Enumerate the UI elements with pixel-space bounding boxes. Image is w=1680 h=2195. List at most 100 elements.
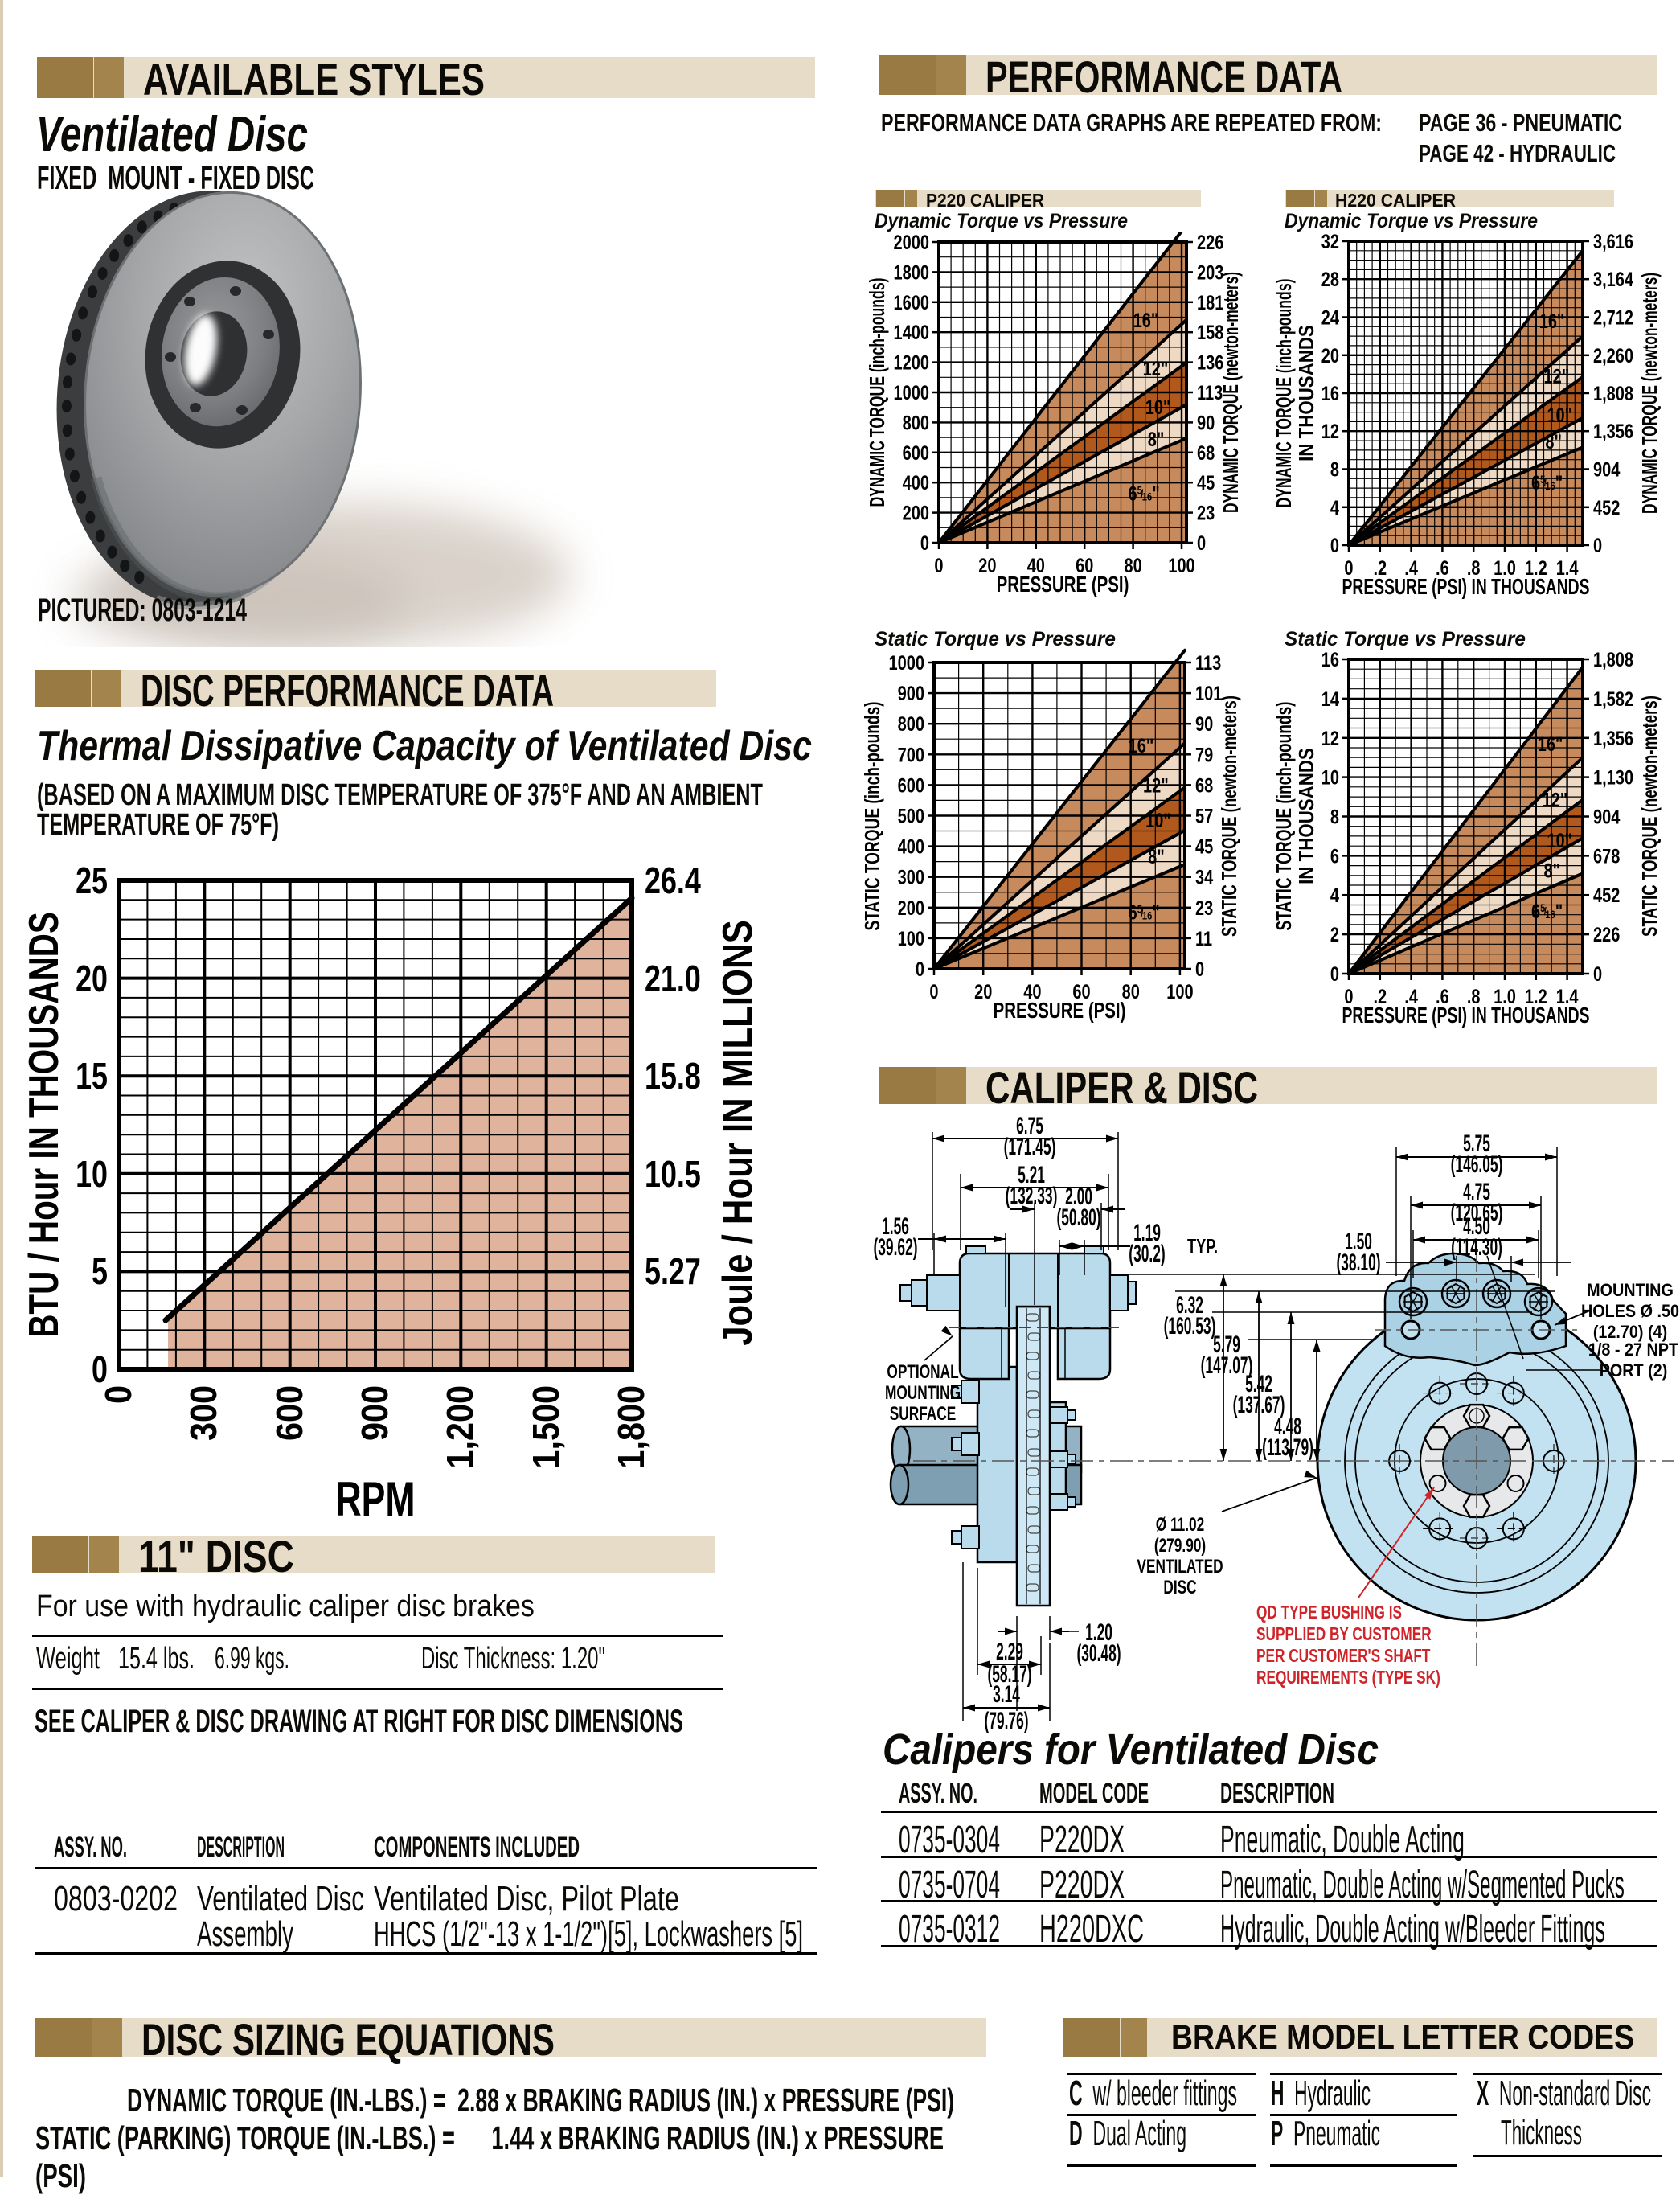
svg-text:(137.67): (137.67) — [1233, 1392, 1285, 1418]
svg-text:1600: 1600 — [894, 292, 929, 314]
svg-text:113: 113 — [1195, 652, 1221, 675]
svg-text:1,130: 1,130 — [1593, 767, 1633, 790]
svg-text:20: 20 — [974, 981, 992, 1003]
svg-text:45: 45 — [1197, 472, 1215, 494]
svg-text:900: 900 — [898, 683, 924, 705]
svg-text:1,356: 1,356 — [1593, 728, 1633, 750]
svg-text:5.27: 5.27 — [645, 1251, 701, 1292]
svg-text:REQUIREMENTS (TYPE SK): REQUIREMENTS (TYPE SK) — [1256, 1668, 1440, 1688]
svg-text:1,808: 1,808 — [1593, 649, 1633, 671]
svg-text:(113.79): (113.79) — [1262, 1434, 1313, 1461]
svg-text:1.20: 1.20 — [1085, 1619, 1112, 1646]
svg-text:300: 300 — [898, 867, 924, 889]
svg-text:200: 200 — [898, 897, 924, 920]
svg-text:24: 24 — [1321, 306, 1340, 329]
svg-text:0: 0 — [1197, 532, 1206, 555]
svg-text:1,500: 1,500 — [526, 1385, 568, 1469]
svg-text:1,200: 1,200 — [440, 1385, 481, 1469]
svg-text:12": 12" — [1143, 774, 1169, 797]
svg-text:34: 34 — [1195, 867, 1214, 889]
svg-text:Joule / Hour IN MILLIONS: Joule / Hour IN MILLIONS — [715, 920, 761, 1346]
svg-text:1.19: 1.19 — [1133, 1220, 1161, 1246]
svg-text:21.0: 21.0 — [645, 958, 701, 999]
svg-text:1.4: 1.4 — [1556, 557, 1579, 580]
svg-text:226: 226 — [1197, 232, 1223, 254]
svg-text:(146.05): (146.05) — [1451, 1151, 1503, 1178]
svg-text:2000: 2000 — [894, 232, 929, 254]
svg-text:(171.45): (171.45) — [1004, 1134, 1056, 1160]
svg-text:16": 16" — [1129, 735, 1154, 757]
svg-text:0: 0 — [934, 555, 943, 577]
svg-text:PRESSURE (PSI): PRESSURE (PSI) — [994, 999, 1126, 1024]
svg-text:700: 700 — [898, 744, 924, 766]
svg-text:Ø 11.02: Ø 11.02 — [1156, 1514, 1205, 1535]
svg-text:IN THOUSANDS: IN THOUSANDS — [1295, 325, 1318, 462]
svg-text:0: 0 — [1344, 557, 1353, 580]
svg-text:8": 8" — [1545, 431, 1562, 453]
svg-text:5.42: 5.42 — [1245, 1371, 1272, 1397]
svg-text:DYNAMIC TORQUE (newton-meters): DYNAMIC TORQUE (newton-meters) — [1637, 273, 1661, 514]
svg-text:0: 0 — [1330, 963, 1339, 986]
svg-text:.2: .2 — [1373, 986, 1387, 1008]
svg-text:4: 4 — [1330, 884, 1339, 907]
svg-text:SUPPLIED BY CUSTOMER: SUPPLIED BY CUSTOMER — [1256, 1625, 1432, 1645]
svg-text:20: 20 — [76, 958, 108, 999]
svg-text:8": 8" — [1148, 429, 1165, 451]
svg-text:.4: .4 — [1404, 557, 1418, 580]
svg-text:STATIC TORQUE (newton-meters): STATIC TORQUE (newton-meters) — [1638, 695, 1662, 937]
svg-text:8: 8 — [1330, 458, 1339, 481]
svg-text:14: 14 — [1321, 688, 1340, 711]
svg-text:RPM: RPM — [335, 1473, 415, 1527]
svg-text:0: 0 — [1195, 958, 1204, 981]
svg-text:400: 400 — [898, 836, 924, 859]
svg-text:101: 101 — [1195, 683, 1222, 705]
svg-text:904: 904 — [1593, 806, 1621, 828]
svg-text:23: 23 — [1195, 897, 1213, 920]
svg-text:23: 23 — [1197, 503, 1215, 525]
svg-text:500: 500 — [898, 805, 924, 827]
svg-text:MOUNTING: MOUNTING — [885, 1382, 961, 1403]
svg-text:5.75: 5.75 — [1463, 1130, 1490, 1157]
svg-text:MOUNTING: MOUNTING — [1587, 1281, 1674, 1300]
svg-text:10": 10" — [1145, 810, 1171, 832]
svg-text:136: 136 — [1197, 352, 1223, 375]
svg-text:0: 0 — [920, 532, 929, 555]
svg-text:5.21: 5.21 — [1018, 1162, 1045, 1188]
svg-text:.8: .8 — [1467, 986, 1481, 1008]
svg-text:200: 200 — [903, 503, 929, 525]
svg-text:800: 800 — [903, 412, 929, 434]
svg-text:452: 452 — [1593, 497, 1620, 519]
svg-text:40: 40 — [1027, 555, 1045, 577]
svg-text:(38.10): (38.10) — [1336, 1249, 1380, 1276]
svg-text:4: 4 — [1330, 497, 1339, 519]
svg-text:100: 100 — [1166, 981, 1193, 1003]
svg-text:10": 10" — [1547, 830, 1572, 852]
svg-text:25: 25 — [76, 860, 108, 901]
svg-text:2,260: 2,260 — [1593, 345, 1633, 367]
svg-text:1800: 1800 — [894, 261, 929, 284]
svg-text:57: 57 — [1195, 805, 1213, 827]
svg-text:(79.76): (79.76) — [984, 1708, 1028, 1734]
svg-text:DYNAMIC TORQUE (inch-pounds): DYNAMIC TORQUE (inch-pounds) — [1272, 278, 1296, 507]
svg-text:113: 113 — [1197, 382, 1223, 404]
svg-text:HOLES Ø .50: HOLES Ø .50 — [1581, 1302, 1679, 1321]
svg-text:1.4: 1.4 — [1556, 986, 1579, 1008]
svg-text:TYP.: TYP. — [1187, 1235, 1218, 1258]
svg-text:8": 8" — [1544, 860, 1561, 883]
svg-text:.4: .4 — [1404, 986, 1418, 1008]
svg-text:0: 0 — [1593, 535, 1602, 557]
svg-text:8: 8 — [1330, 806, 1339, 828]
svg-text:60: 60 — [1076, 555, 1093, 577]
svg-text:15.8: 15.8 — [645, 1056, 701, 1097]
svg-text:.6: .6 — [1436, 986, 1449, 1008]
svg-text:12": 12" — [1544, 366, 1570, 388]
svg-text:5.79: 5.79 — [1213, 1331, 1240, 1358]
svg-text:PRESSURE (PSI): PRESSURE (PSI) — [997, 572, 1129, 597]
svg-text:16": 16" — [1538, 733, 1563, 756]
svg-text:65/16": 65/16" — [1129, 901, 1160, 924]
svg-text:900: 900 — [354, 1385, 396, 1441]
svg-text:SURFACE: SURFACE — [890, 1403, 957, 1424]
svg-text:DISC: DISC — [1163, 1577, 1196, 1598]
svg-text:1,582: 1,582 — [1593, 688, 1633, 711]
svg-text:100: 100 — [898, 928, 924, 950]
